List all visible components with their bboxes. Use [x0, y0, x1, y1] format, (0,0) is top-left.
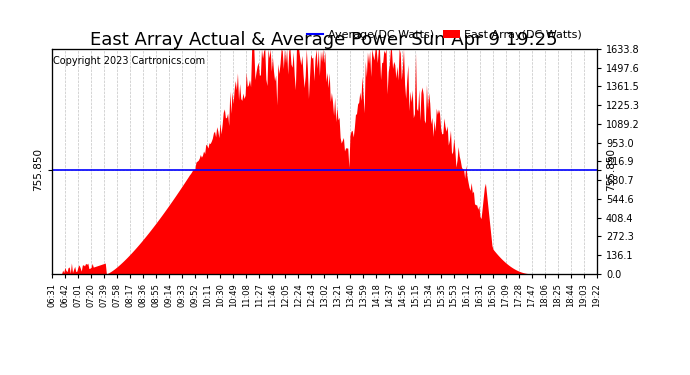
Legend: Average(DC Watts), East Array(DC Watts): Average(DC Watts), East Array(DC Watts)	[302, 25, 586, 44]
Text: Copyright 2023 Cartronics.com: Copyright 2023 Cartronics.com	[53, 56, 205, 66]
Title: East Array Actual & Average Power Sun Apr 9 19:25: East Array Actual & Average Power Sun Ap…	[90, 31, 558, 49]
